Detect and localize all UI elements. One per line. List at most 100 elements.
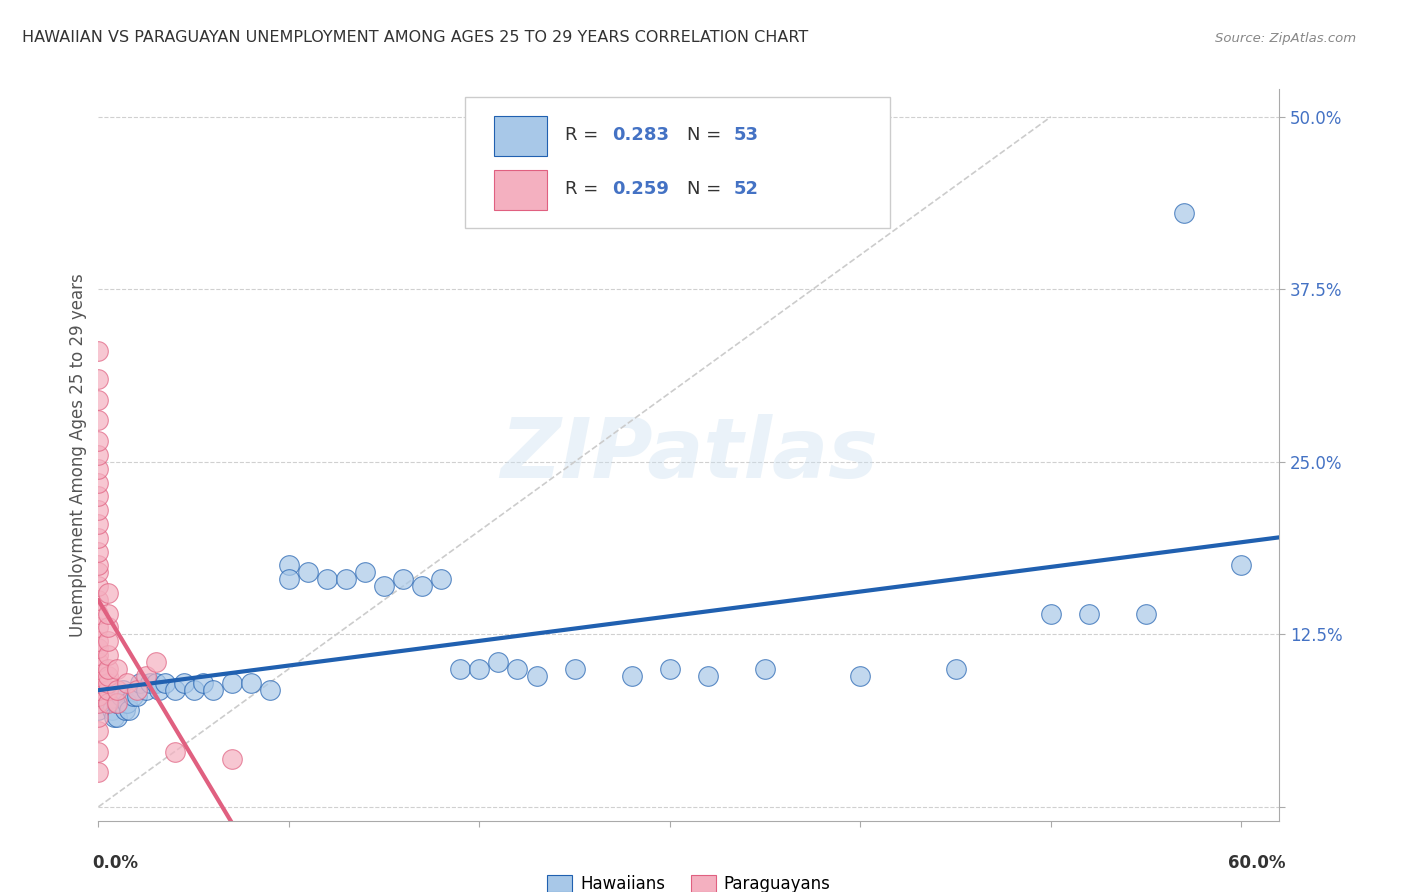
Point — [97, 675, 120, 690]
Point — [620, 669, 643, 683]
Point — [87, 448, 110, 462]
Point — [87, 682, 110, 697]
Point — [87, 592, 110, 607]
Point — [97, 620, 120, 634]
Point — [87, 434, 110, 449]
Point — [87, 531, 110, 545]
Point — [1135, 607, 1157, 621]
Point — [1078, 607, 1101, 621]
Point — [87, 461, 110, 475]
Point — [87, 765, 110, 780]
Y-axis label: Unemployment Among Ages 25 to 29 years: Unemployment Among Ages 25 to 29 years — [69, 273, 87, 637]
Point — [201, 682, 224, 697]
Point — [87, 696, 110, 710]
Point — [239, 675, 262, 690]
Point — [97, 586, 120, 600]
Point — [526, 669, 548, 683]
Text: 53: 53 — [734, 127, 759, 145]
Point — [87, 745, 110, 759]
Point — [107, 696, 129, 710]
Point — [145, 655, 167, 669]
Point — [87, 648, 110, 662]
Legend: Hawaiians, Paraguayans: Hawaiians, Paraguayans — [540, 869, 838, 892]
Point — [87, 662, 110, 676]
Text: R =: R = — [565, 127, 605, 145]
Point — [97, 696, 120, 710]
Point — [163, 745, 186, 759]
Text: ZIPatlas: ZIPatlas — [501, 415, 877, 495]
Point — [115, 696, 138, 710]
Text: 0.283: 0.283 — [612, 127, 669, 145]
Point — [87, 675, 110, 690]
Point — [121, 690, 143, 704]
Point — [697, 669, 720, 683]
Point — [354, 566, 377, 580]
Point — [87, 392, 110, 407]
Point — [468, 662, 491, 676]
Point — [564, 662, 586, 676]
Point — [87, 344, 110, 359]
Point — [107, 710, 129, 724]
Text: N =: N = — [686, 180, 727, 198]
Point — [87, 579, 110, 593]
Text: R =: R = — [565, 180, 605, 198]
Point — [118, 703, 141, 717]
Point — [87, 620, 110, 634]
Point — [277, 572, 299, 586]
Point — [449, 662, 471, 676]
Point — [277, 558, 299, 573]
Point — [97, 662, 120, 676]
Point — [87, 413, 110, 427]
Point — [97, 607, 120, 621]
Point — [97, 669, 120, 683]
Point — [87, 558, 110, 573]
Point — [87, 655, 110, 669]
Text: 52: 52 — [734, 180, 759, 198]
Point — [658, 662, 681, 676]
Point — [103, 710, 125, 724]
Point — [114, 703, 136, 717]
Point — [754, 662, 776, 676]
Point — [87, 607, 110, 621]
Point — [221, 751, 243, 765]
Point — [87, 641, 110, 656]
Point — [87, 503, 110, 517]
Point — [87, 634, 110, 648]
Point — [411, 579, 433, 593]
Point — [221, 675, 243, 690]
Point — [135, 669, 157, 683]
Point — [107, 662, 129, 676]
Point — [87, 475, 110, 490]
FancyBboxPatch shape — [464, 96, 890, 228]
Point — [139, 675, 162, 690]
Point — [100, 703, 122, 717]
Point — [87, 566, 110, 580]
Point — [125, 682, 148, 697]
Point — [373, 579, 395, 593]
Point — [153, 675, 176, 690]
Point — [110, 690, 132, 704]
Point — [183, 682, 205, 697]
Text: N =: N = — [686, 127, 727, 145]
FancyBboxPatch shape — [494, 169, 547, 210]
Point — [163, 682, 186, 697]
Point — [97, 648, 120, 662]
Point — [87, 690, 110, 704]
Point — [316, 572, 339, 586]
Point — [97, 682, 120, 697]
Point — [87, 544, 110, 558]
Point — [87, 703, 110, 717]
Point — [1039, 607, 1062, 621]
Point — [173, 675, 195, 690]
Point — [87, 489, 110, 503]
Point — [506, 662, 529, 676]
Point — [125, 690, 148, 704]
Point — [135, 682, 157, 697]
Text: 60.0%: 60.0% — [1227, 855, 1285, 872]
Point — [87, 723, 110, 738]
Point — [430, 572, 453, 586]
FancyBboxPatch shape — [494, 116, 547, 156]
Text: 0.259: 0.259 — [612, 180, 669, 198]
Point — [107, 682, 129, 697]
Point — [335, 572, 357, 586]
